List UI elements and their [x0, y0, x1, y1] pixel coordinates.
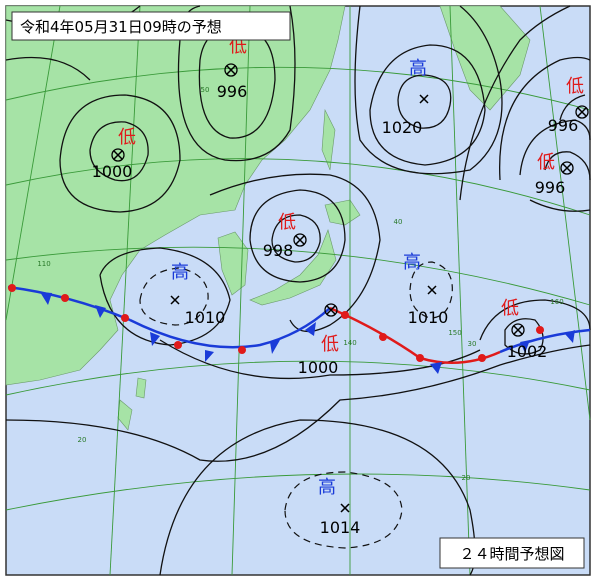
system-kind: 高: [409, 58, 427, 79]
graticule-labels: 50 40 30 20 20 140 150 160 110: [37, 86, 563, 482]
low-center: [111, 148, 125, 162]
system-pressure: 1014: [320, 518, 361, 537]
graticule-label: 20: [78, 436, 87, 444]
system-pressure: 996: [217, 82, 248, 101]
graticule-label: 150: [448, 329, 461, 337]
isobars: [5, 5, 591, 576]
graticule-label: 30: [468, 340, 477, 348]
system-kind: 低: [321, 334, 339, 355]
system-kind: 高: [403, 252, 421, 273]
center-mark: [513, 325, 523, 335]
fronts: [7, 284, 591, 374]
system-kind: 低: [229, 36, 247, 57]
low-center: [324, 303, 338, 317]
center-mark: [326, 305, 336, 315]
system-kind: 低: [278, 212, 296, 233]
system-pressure: 1000: [298, 358, 339, 377]
center-mark: [170, 295, 180, 305]
map-title: 令和4年05月31日09時の予想: [20, 18, 222, 36]
graticule-label: 20: [462, 474, 471, 482]
system-kind: 低: [537, 152, 555, 173]
footer-box: [439, 537, 585, 569]
low-center: [511, 323, 525, 337]
system-pressure: 1020: [382, 118, 423, 137]
system-kind: 高: [318, 477, 336, 498]
low-center: [575, 105, 589, 119]
low-center: [560, 161, 574, 175]
system-kind: 低: [566, 76, 584, 97]
title-box: [11, 11, 291, 41]
center-mark: [427, 285, 437, 295]
center-mark: [562, 163, 572, 173]
system-kind: 低: [501, 298, 519, 319]
center-mark: [577, 107, 587, 117]
system-pressure: 1002: [507, 342, 548, 361]
low-center: [224, 63, 238, 77]
center-mark: [113, 150, 123, 160]
center-mark: [419, 94, 429, 104]
graticule-label: 50: [201, 86, 210, 94]
center-mark: [340, 503, 350, 513]
system-pressure: 998: [263, 241, 294, 260]
system-pressure: 1000: [92, 162, 133, 181]
pressure-systems: 低 996 高 1020 低 996 低 996 低 1000 低 998 高 1010 高 1010 低 100…: [92, 36, 589, 537]
low-center: [293, 233, 307, 247]
graticule-label: 110: [37, 260, 50, 268]
graticule-label: 40: [394, 218, 403, 226]
system-pressure: 1010: [408, 308, 449, 327]
center-mark: [226, 65, 236, 75]
system-pressure: 996: [535, 178, 566, 197]
system-kind: 低: [118, 127, 136, 148]
system-pressure: 1010: [185, 308, 226, 327]
center-mark: [295, 235, 305, 245]
footer-label: ２４時間予想図: [459, 545, 564, 563]
graticule: [5, 5, 591, 576]
graticule-label: 140: [343, 339, 356, 347]
graticule-label: 160: [550, 298, 563, 306]
system-kind: 高: [171, 262, 189, 283]
system-pressure: 996: [548, 116, 579, 135]
